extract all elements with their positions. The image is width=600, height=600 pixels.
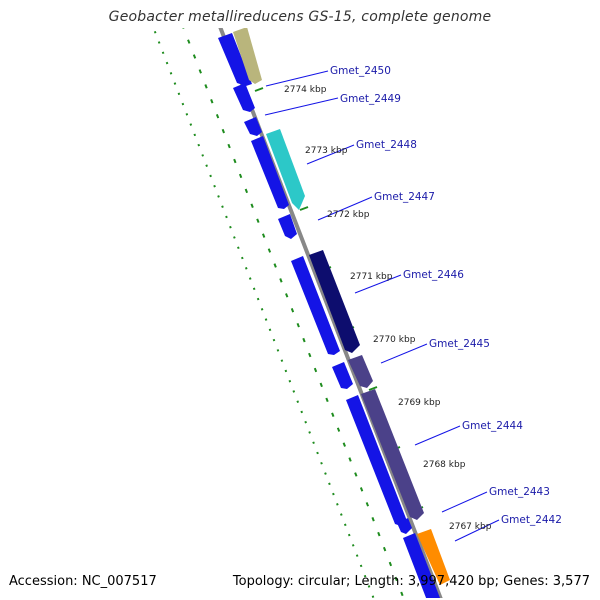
- gene-label[interactable]: Gmet_2447: [374, 191, 435, 203]
- gene-leader-line: [441, 491, 488, 513]
- gene-label[interactable]: Gmet_2449: [340, 93, 401, 105]
- scale-tick-mark: [368, 386, 378, 391]
- gene-label[interactable]: Gmet_2450: [330, 65, 391, 77]
- scale-tick-mark: [254, 87, 264, 92]
- scale-tick-mark: [299, 206, 309, 211]
- accession-label: Accession: NC_007517: [9, 574, 157, 589]
- gene-arrow[interactable]: [348, 355, 373, 388]
- gene-arrow[interactable]: [251, 136, 289, 209]
- gene-arrow[interactable]: [233, 83, 255, 112]
- scale-tick-label: 2773 kbp: [305, 146, 348, 156]
- scale-tick-label: 2772 kbp: [327, 210, 370, 220]
- gene-arrow[interactable]: [233, 27, 262, 84]
- scale-tick-label: 2770 kbp: [373, 335, 416, 345]
- scale-tick-label: 2767 kbp: [449, 522, 492, 532]
- gc-track-inner: [182, 28, 405, 598]
- gene-arrow[interactable]: [218, 33, 252, 86]
- gene-leader-line: [317, 196, 373, 221]
- gene-arrow[interactable]: [403, 533, 440, 600]
- genome-summary: Topology: circular; Length: 3,997,420 bp…: [232, 574, 590, 589]
- gene-arrow[interactable]: [278, 214, 297, 239]
- gene-leader-line: [454, 519, 500, 542]
- gene-arrow[interactable]: [346, 395, 407, 526]
- gene-label[interactable]: Gmet_2446: [403, 269, 464, 281]
- gene-leaders: [264, 70, 500, 542]
- gene-label[interactable]: Gmet_2443: [489, 486, 550, 498]
- gene-leader-line: [264, 97, 339, 116]
- scale-tick-label: 2771 kbp: [350, 272, 393, 282]
- scale-labels: 2774 kbp 2773 kbp 2772 kbp 2771 kbp 2770…: [284, 85, 492, 532]
- gene-leader-line: [414, 425, 461, 446]
- gene-arrow[interactable]: [244, 117, 262, 136]
- gene-leader-line: [265, 70, 329, 87]
- scale-tick-label: 2769 kbp: [398, 398, 441, 408]
- gene-leader-line: [354, 274, 402, 294]
- gene-arrow[interactable]: [291, 256, 340, 355]
- gene-label[interactable]: Gmet_2448: [356, 139, 417, 151]
- gene-arrow[interactable]: [332, 362, 353, 389]
- gene-label[interactable]: Gmet_2445: [429, 338, 490, 350]
- scale-tick-label: 2774 kbp: [284, 85, 327, 95]
- gene-arrow[interactable]: [417, 529, 450, 585]
- gene-arrow[interactable]: [237, 18, 245, 26]
- gene-arrow[interactable]: [309, 250, 360, 353]
- gene-label[interactable]: Gmet_2444: [462, 420, 523, 432]
- gene-arrow[interactable]: [397, 518, 412, 534]
- gene-label[interactable]: Gmet_2442: [501, 514, 562, 526]
- scale-tick-label: 2768 kbp: [423, 460, 466, 470]
- gene-arrow[interactable]: [361, 389, 424, 520]
- gene-labels: Gmet_2450 Gmet_2449 Gmet_2448 Gmet_2447 …: [330, 65, 562, 526]
- gene-leader-line: [380, 343, 428, 364]
- forward-strand-genes: [233, 18, 450, 585]
- gene-leader-line: [306, 144, 355, 165]
- map-title: Geobacter metallireducens GS-15, complet…: [108, 9, 492, 25]
- gene-arrow[interactable]: [266, 129, 305, 210]
- reverse-strand-genes: [218, 33, 440, 600]
